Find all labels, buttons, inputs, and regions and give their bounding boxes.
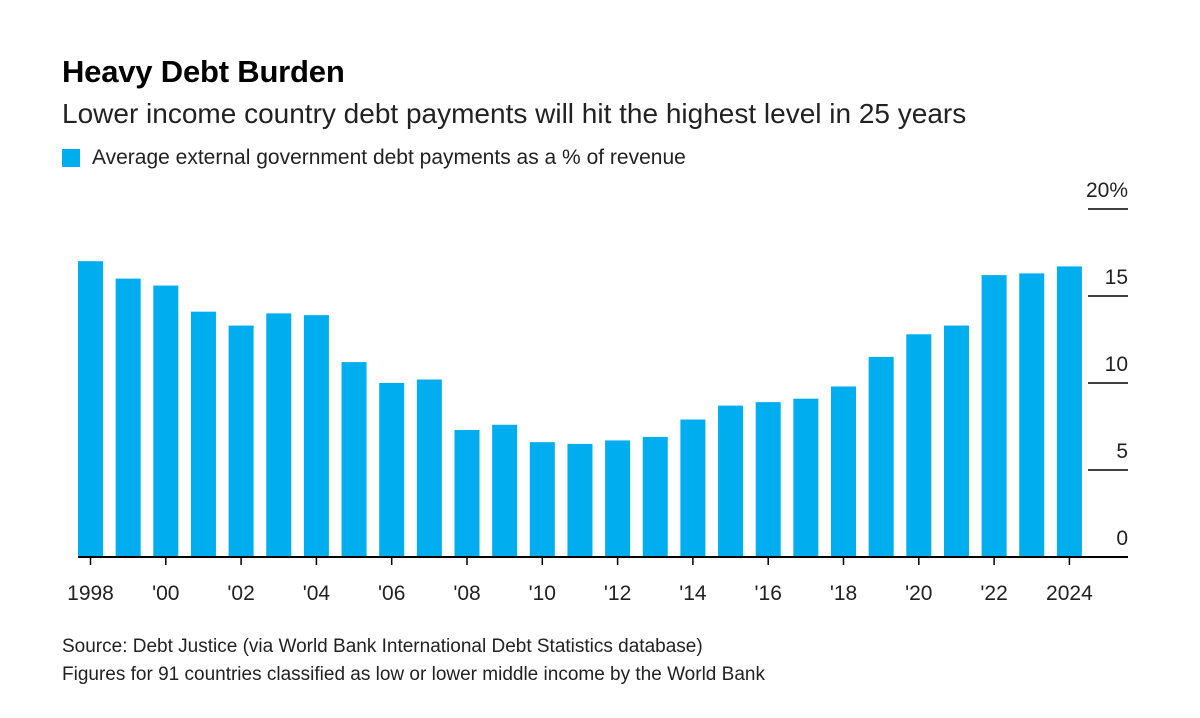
bar-2024 (1056, 266, 1082, 557)
x-tick-label: 2024 (1046, 582, 1093, 605)
bar-2009 (492, 424, 518, 557)
y-tick-label: 0 (1116, 527, 1128, 550)
x-tick-label: '14 (679, 582, 707, 605)
x-tick-label: '20 (905, 582, 932, 605)
bar-1998 (78, 261, 103, 557)
chart-subtitle: Lower income country debt payments will … (62, 98, 967, 129)
bar-2007 (416, 379, 442, 557)
bar-2000 (153, 285, 179, 557)
bar-2015 (718, 405, 744, 557)
x-tick-label: 1998 (67, 582, 114, 605)
bar-2001 (190, 311, 216, 557)
bar-2012 (605, 440, 631, 557)
bar-2021 (943, 325, 969, 557)
footnote: Figures for 91 countries classified as l… (62, 664, 765, 685)
x-tick-label: '00 (152, 582, 179, 605)
x-tick-label: '12 (604, 582, 631, 605)
bar-2018 (831, 386, 856, 557)
legend-label: Average external government debt payment… (92, 146, 686, 169)
x-tick-label: '16 (755, 582, 782, 605)
bar-2019 (868, 356, 894, 557)
bar-2011 (567, 443, 593, 557)
bar-2020 (906, 334, 932, 557)
y-tick-label: 10 (1105, 353, 1128, 376)
x-tick-label: '22 (980, 582, 1007, 605)
legend-swatch (62, 149, 80, 167)
bar-2003 (266, 313, 292, 557)
bar-2008 (454, 429, 480, 557)
source-note: Source: Debt Justice (via World Bank Int… (62, 636, 703, 657)
bar-1999 (115, 278, 141, 557)
x-tick-label: '18 (830, 582, 857, 605)
bar-2013 (642, 436, 668, 557)
x-tick-label: '06 (378, 582, 405, 605)
legend: Average external government debt payment… (62, 146, 686, 170)
bar-2017 (793, 398, 819, 557)
x-tick-label: '10 (529, 582, 556, 605)
y-tick-label: 5 (1116, 440, 1128, 463)
bar-2014 (680, 419, 706, 557)
bar-2023 (1019, 273, 1045, 557)
bar-2005 (341, 362, 367, 557)
x-tick-label: '08 (453, 582, 480, 605)
x-tick-label: '02 (227, 582, 254, 605)
bar-2004 (303, 315, 329, 557)
chart-title: Heavy Debt Burden (62, 54, 345, 89)
bar-2022 (981, 275, 1007, 557)
bar-2002 (228, 325, 254, 557)
bar-2010 (529, 442, 555, 557)
bar-2006 (379, 383, 405, 557)
y-tick-label: 15 (1105, 266, 1128, 289)
bar-2016 (755, 402, 781, 557)
x-tick-label: '04 (303, 582, 331, 605)
y-tick-label: 20% (1086, 179, 1128, 202)
